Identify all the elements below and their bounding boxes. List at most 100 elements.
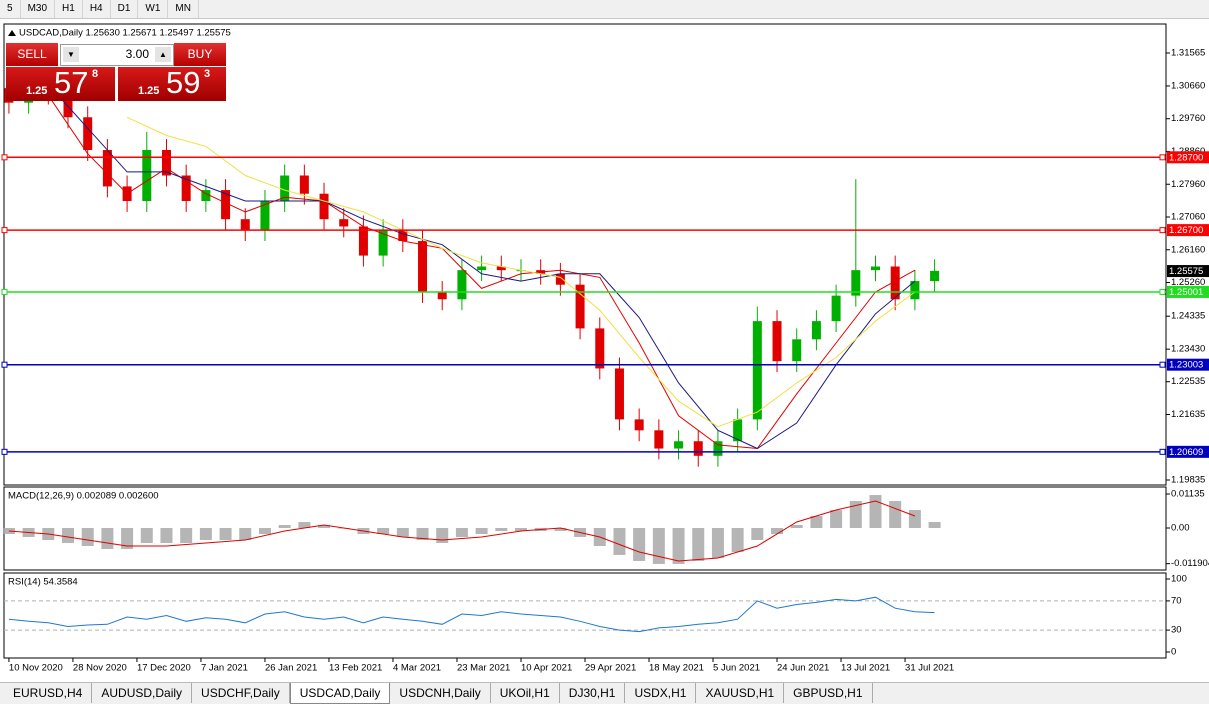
buy-price-fraction: 3 <box>204 68 211 80</box>
buy-button[interactable]: BUY <box>174 43 226 66</box>
macd-bar <box>672 528 685 564</box>
chart-tab[interactable]: GBPUSD,H1 <box>784 683 873 703</box>
candle-body <box>201 190 211 201</box>
candle-body <box>930 270 940 282</box>
macd-bar <box>869 495 882 529</box>
macd-bar <box>514 528 527 532</box>
chart-tab[interactable]: UKOil,H1 <box>491 683 560 703</box>
x-tick-label: 23 Mar 2021 <box>457 663 510 674</box>
y-tick-label: 1.29760 <box>1171 113 1205 124</box>
macd-bar <box>771 528 784 534</box>
collapse-icon[interactable] <box>8 30 16 36</box>
chart-tab[interactable]: XAUUSD,H1 <box>696 683 785 703</box>
candle-body <box>418 241 428 292</box>
sell-button[interactable]: SELL <box>6 43 58 66</box>
timeframe-button[interactable]: MN <box>168 0 199 18</box>
y-tick-label: 1.27060 <box>1171 212 1205 223</box>
x-tick-label: 18 May 2021 <box>649 663 704 674</box>
candle-body <box>398 230 408 242</box>
macd-bar <box>121 528 134 549</box>
chart-tab[interactable]: EURUSD,H4 <box>4 683 93 703</box>
y-tick-label: 1.23430 <box>1171 344 1205 355</box>
x-tick-label: 17 Dec 2020 <box>137 663 191 674</box>
macd-bar <box>396 528 409 537</box>
x-tick-label: 7 Jan 2021 <box>201 663 248 674</box>
macd-bar <box>790 525 803 529</box>
candle-body <box>221 190 231 220</box>
candle-body <box>733 419 743 442</box>
macd-bar <box>692 528 705 561</box>
level-label: 1.26700 <box>1169 225 1203 236</box>
candle-body <box>811 321 821 340</box>
moving-average <box>126 116 916 428</box>
chart-tab[interactable]: USDX,H1 <box>625 683 697 703</box>
macd-bar <box>416 528 429 540</box>
timeframe-button[interactable]: D1 <box>111 0 139 18</box>
timeframe-button[interactable]: 5 <box>0 0 21 18</box>
panel-title: RSI(14) 54.3584 <box>8 577 78 588</box>
macd-bar <box>81 528 94 546</box>
level-label: 1.23003 <box>1169 360 1203 371</box>
moving-average <box>8 73 916 450</box>
candle-body <box>792 339 802 362</box>
chart: 1.315651.306601.297601.288601.279601.270… <box>1 23 1209 674</box>
timeframe-button[interactable]: W1 <box>138 0 169 18</box>
macd-bar <box>455 528 468 537</box>
macd-bar <box>849 501 862 529</box>
timeframe-button[interactable]: H4 <box>83 0 111 18</box>
volume-value[interactable]: 3.00 <box>125 47 149 61</box>
chart-tab[interactable]: USDCHF,Daily <box>192 683 290 703</box>
sell-price[interactable]: 1.25 57 8 <box>6 65 115 101</box>
level-label: 1.28700 <box>1169 152 1203 163</box>
chart-tab[interactable]: USDCNH,Daily <box>390 683 491 703</box>
level-handle <box>1159 288 1166 295</box>
candle-body <box>851 270 861 296</box>
candle-body <box>240 219 250 231</box>
candle-body <box>319 193 329 220</box>
sell-price-pips: 57 <box>54 65 89 100</box>
candle-body <box>871 266 880 271</box>
volume-down[interactable]: ▼ <box>63 47 79 62</box>
chart-tab[interactable]: USDCAD,Daily <box>289 683 391 704</box>
timeframe-button[interactable]: M30 <box>21 0 56 18</box>
macd-bar <box>652 528 665 564</box>
chart-tab[interactable]: AUDUSD,Daily <box>92 683 193 703</box>
x-tick-label: 24 Jun 2021 <box>777 663 829 674</box>
candle-body <box>457 270 467 300</box>
candle-body <box>437 291 447 300</box>
candle-body <box>674 441 684 449</box>
volume-up[interactable]: ▲ <box>155 47 171 62</box>
moving-average <box>8 91 916 450</box>
candle-body <box>260 200 270 231</box>
macd-bar <box>711 528 724 558</box>
candle-body <box>477 266 487 271</box>
candle-body <box>299 175 309 194</box>
level-handle <box>1159 448 1166 455</box>
macd-bar <box>928 522 941 529</box>
volume-input[interactable]: ▼ 3.00 ▲ <box>60 44 174 66</box>
candle-body <box>634 419 644 431</box>
candle-body <box>890 266 900 300</box>
chart-tab[interactable]: DJ30,H1 <box>560 683 626 703</box>
chart-tabs: EURUSD,H4 AUDUSD,Daily USDCHF,Daily USDCAD,… <box>0 682 1209 704</box>
candle-body <box>713 441 723 456</box>
level-handle <box>1 154 8 161</box>
y-tick-label: 30 <box>1171 625 1182 636</box>
macd-bar <box>613 528 626 555</box>
one-click-trading: SELL ▼ 3.00 ▲ BUY 1.25 57 8 1.25 59 3 <box>6 43 226 101</box>
last-price-label: 1.25575 <box>1169 266 1203 277</box>
signal-line <box>8 500 916 562</box>
candle-body <box>752 321 762 420</box>
y-tick-label: 1.21635 <box>1171 409 1205 420</box>
candle-body <box>102 150 112 187</box>
macd-bar <box>278 525 291 529</box>
level-handle <box>1 361 8 368</box>
level-label-box <box>1167 445 1209 458</box>
level-label-box <box>1167 224 1209 237</box>
x-tick-label: 10 Apr 2021 <box>521 663 572 674</box>
macd-bar <box>239 528 252 540</box>
timeframe-button[interactable]: H1 <box>55 0 83 18</box>
buy-price[interactable]: 1.25 59 3 <box>118 65 226 101</box>
level-handle <box>1 448 8 455</box>
